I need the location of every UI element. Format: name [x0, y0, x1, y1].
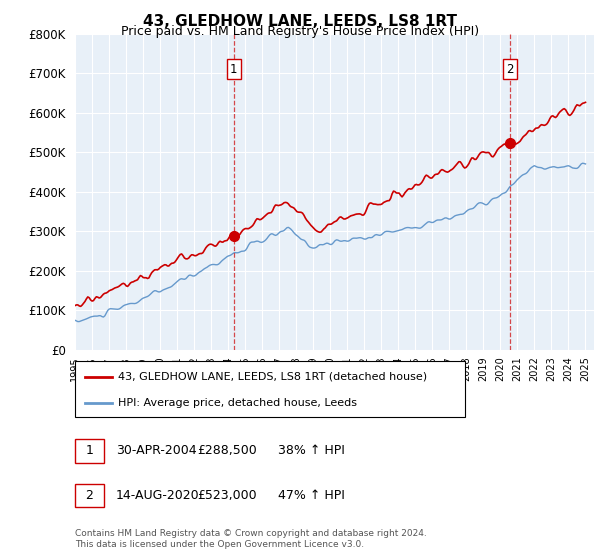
- Text: 47% ↑ HPI: 47% ↑ HPI: [278, 489, 344, 502]
- Text: Contains HM Land Registry data © Crown copyright and database right 2024.
This d: Contains HM Land Registry data © Crown c…: [75, 529, 427, 549]
- Text: £523,000: £523,000: [197, 489, 256, 502]
- Text: 38% ↑ HPI: 38% ↑ HPI: [278, 444, 344, 458]
- Text: 1: 1: [230, 63, 238, 76]
- Text: Price paid vs. HM Land Registry's House Price Index (HPI): Price paid vs. HM Land Registry's House …: [121, 25, 479, 38]
- Text: 1: 1: [85, 444, 94, 458]
- Text: 43, GLEDHOW LANE, LEEDS, LS8 1RT (detached house): 43, GLEDHOW LANE, LEEDS, LS8 1RT (detach…: [118, 372, 427, 382]
- Text: £288,500: £288,500: [197, 444, 257, 458]
- Text: HPI: Average price, detached house, Leeds: HPI: Average price, detached house, Leed…: [118, 398, 357, 408]
- Text: 2: 2: [85, 489, 94, 502]
- Text: 43, GLEDHOW LANE, LEEDS, LS8 1RT: 43, GLEDHOW LANE, LEEDS, LS8 1RT: [143, 14, 457, 29]
- Text: 2: 2: [506, 63, 514, 76]
- Text: 30-APR-2004: 30-APR-2004: [116, 444, 196, 458]
- Text: 14-AUG-2020: 14-AUG-2020: [116, 489, 199, 502]
